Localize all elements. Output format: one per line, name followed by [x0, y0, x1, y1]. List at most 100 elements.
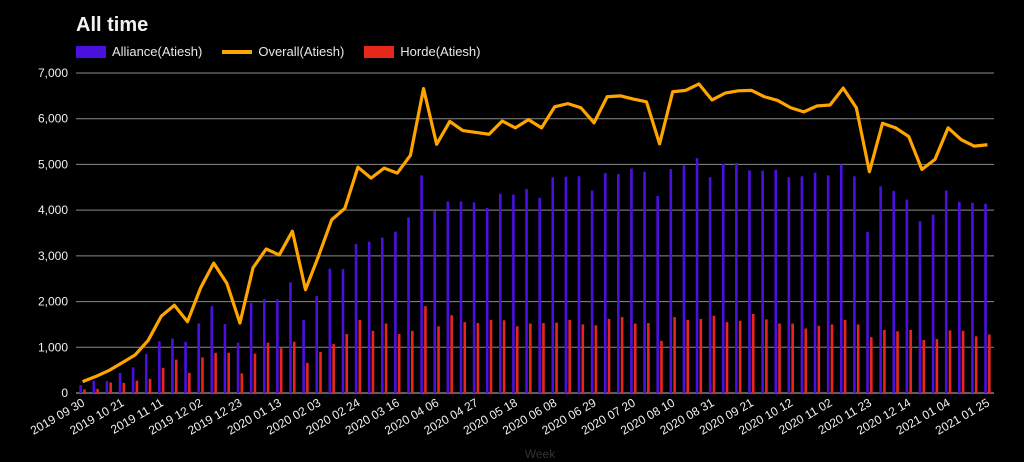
bar-alliance[interactable]	[695, 158, 699, 393]
bar-alliance[interactable]	[184, 341, 187, 393]
bar-alliance[interactable]	[446, 201, 450, 393]
bar-alliance[interactable]	[590, 190, 594, 393]
bar-horde[interactable]	[463, 322, 467, 393]
bar-alliance[interactable]	[380, 237, 384, 393]
bar-alliance[interactable]	[577, 176, 581, 393]
bar-alliance[interactable]	[617, 174, 620, 393]
bar-horde[interactable]	[856, 324, 860, 393]
bar-horde[interactable]	[515, 326, 519, 393]
bar-alliance[interactable]	[197, 323, 200, 393]
bar-horde[interactable]	[843, 319, 847, 393]
bar-alliance[interactable]	[341, 269, 345, 393]
bar-alliance[interactable]	[499, 193, 502, 393]
bar-alliance[interactable]	[643, 171, 646, 393]
bar-horde[interactable]	[673, 317, 676, 393]
bar-alliance[interactable]	[158, 341, 161, 393]
bar-horde[interactable]	[161, 367, 165, 393]
bar-horde[interactable]	[935, 339, 939, 393]
bar-alliance[interactable]	[485, 207, 489, 393]
legend-item-alliance[interactable]: Alliance(Atiesh)	[76, 44, 202, 59]
bar-alliance[interactable]	[800, 176, 804, 393]
bar-horde[interactable]	[909, 329, 912, 393]
bar-horde[interactable]	[581, 324, 585, 393]
bar-horde[interactable]	[751, 313, 755, 393]
bar-horde[interactable]	[594, 325, 598, 393]
bar-horde[interactable]	[712, 315, 716, 393]
bar-horde[interactable]	[974, 336, 978, 393]
bar-alliance[interactable]	[826, 175, 830, 393]
bar-horde[interactable]	[804, 328, 808, 393]
bar-horde[interactable]	[292, 341, 296, 393]
bar-alliance[interactable]	[105, 381, 109, 393]
bar-alliance[interactable]	[630, 168, 633, 393]
bar-alliance[interactable]	[708, 177, 712, 393]
bar-horde[interactable]	[188, 372, 191, 393]
bar-alliance[interactable]	[656, 195, 659, 393]
bar-horde[interactable]	[529, 323, 532, 393]
bar-alliance[interactable]	[748, 170, 751, 393]
bar-horde[interactable]	[817, 325, 821, 393]
bar-horde[interactable]	[214, 352, 217, 393]
bar-horde[interactable]	[555, 322, 558, 393]
bar-horde[interactable]	[345, 334, 349, 393]
bar-horde[interactable]	[279, 348, 283, 393]
bar-horde[interactable]	[109, 382, 112, 393]
bar-horde[interactable]	[988, 334, 991, 393]
bar-alliance[interactable]	[905, 199, 909, 393]
bar-horde[interactable]	[358, 319, 362, 393]
bar-alliance[interactable]	[118, 372, 122, 393]
bar-horde[interactable]	[607, 318, 611, 393]
bar-horde[interactable]	[253, 353, 257, 393]
bar-horde[interactable]	[135, 380, 139, 393]
bar-horde[interactable]	[542, 323, 545, 393]
bar-horde[interactable]	[424, 306, 427, 393]
bar-alliance[interactable]	[236, 342, 240, 393]
bar-alliance[interactable]	[131, 367, 135, 393]
bar-alliance[interactable]	[433, 211, 437, 393]
bar-alliance[interactable]	[144, 354, 148, 393]
bar-alliance[interactable]	[787, 177, 791, 393]
bar-horde[interactable]	[148, 378, 152, 393]
bar-horde[interactable]	[332, 344, 335, 393]
bar-alliance[interactable]	[472, 202, 476, 393]
bar-alliance[interactable]	[735, 163, 738, 393]
bar-alliance[interactable]	[669, 169, 673, 393]
bar-horde[interactable]	[240, 373, 244, 393]
bar-alliance[interactable]	[551, 177, 555, 393]
bar-alliance[interactable]	[971, 202, 974, 393]
bar-alliance[interactable]	[223, 323, 227, 393]
bar-alliance[interactable]	[525, 189, 528, 393]
bar-alliance[interactable]	[394, 231, 397, 393]
bar-horde[interactable]	[397, 334, 401, 393]
bar-alliance[interactable]	[354, 243, 358, 393]
bar-alliance[interactable]	[944, 190, 948, 393]
bar-horde[interactable]	[266, 342, 270, 393]
bar-alliance[interactable]	[839, 164, 843, 393]
bar-horde[interactable]	[620, 317, 624, 393]
bar-alliance[interactable]	[328, 268, 332, 393]
bar-alliance[interactable]	[459, 201, 463, 393]
bar-horde[interactable]	[201, 357, 204, 393]
bar-alliance[interactable]	[682, 165, 686, 393]
bar-alliance[interactable]	[171, 338, 174, 393]
bar-alliance[interactable]	[984, 203, 987, 393]
bar-horde[interactable]	[883, 329, 886, 393]
bar-horde[interactable]	[738, 320, 742, 393]
bar-alliance[interactable]	[564, 176, 568, 393]
bar-horde[interactable]	[961, 330, 965, 393]
bar-horde[interactable]	[83, 389, 86, 393]
bar-alliance[interactable]	[761, 170, 764, 393]
bar-alliance[interactable]	[420, 175, 423, 393]
bar-horde[interactable]	[922, 339, 926, 393]
bar-horde[interactable]	[830, 324, 834, 393]
bar-alliance[interactable]	[79, 385, 82, 393]
bar-horde[interactable]	[699, 318, 703, 393]
bar-horde[interactable]	[633, 323, 637, 393]
bar-horde[interactable]	[489, 319, 493, 393]
bar-horde[interactable]	[319, 351, 322, 393]
bar-horde[interactable]	[948, 330, 952, 393]
legend-item-horde[interactable]: Horde(Atiesh)	[364, 44, 481, 59]
bar-alliance[interactable]	[289, 282, 292, 393]
bar-alliance[interactable]	[302, 319, 305, 393]
bar-horde[interactable]	[660, 340, 663, 393]
